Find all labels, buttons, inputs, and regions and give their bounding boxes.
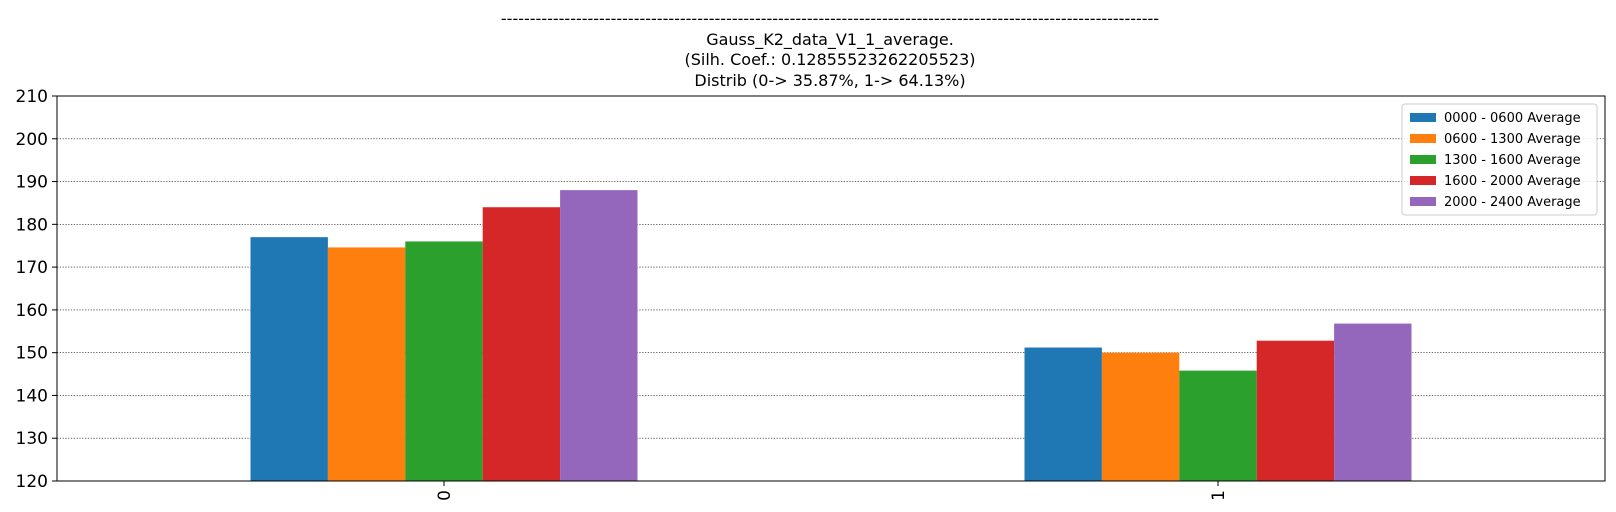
bar-cat0-series2 — [405, 241, 483, 481]
title-line-3: Distrib (0-> 35.87%, 1-> 64.13%) — [694, 71, 965, 90]
y-tick-label: 150 — [16, 344, 48, 364]
y-tick-label: 190 — [16, 173, 48, 193]
title-line-0: ----------------------------------------… — [501, 9, 1159, 28]
y-tick-label: 130 — [16, 429, 48, 449]
legend-swatch — [1410, 155, 1436, 164]
legend-label: 0000 - 0600 Average — [1444, 111, 1581, 126]
legend: 0000 - 0600 Average 0600 - 1300 Average 13… — [1401, 103, 1598, 216]
legend-swatch — [1410, 134, 1436, 143]
y-tick-label: 170 — [16, 258, 48, 278]
y-tick-label: 210 — [16, 87, 48, 107]
legend-label: 2000 - 2400 Average — [1444, 195, 1581, 210]
y-tick-label: 160 — [16, 301, 48, 321]
bar-cat1-series1 — [1101, 352, 1180, 481]
legend-label: 0600 - 1300 Average — [1444, 132, 1581, 147]
axes — [56, 95, 1606, 482]
chart-title: ----------------------------------------… — [501, 9, 1159, 90]
bar-cat0-series4 — [560, 190, 638, 481]
legend-swatch — [1410, 197, 1436, 206]
bar-cat1-series3 — [1256, 340, 1335, 481]
bar-cat1-series0 — [1024, 347, 1102, 481]
title-line-1: Gauss_K2_data_V1_1_average. — [706, 30, 954, 50]
y-ticks: 120 130 140 150 160 170 180 190 200 210 — [16, 87, 57, 492]
x-tick-label: 0 — [435, 490, 455, 501]
legend-label: 1300 - 1600 Average — [1444, 153, 1581, 168]
bar-cat0-series0 — [250, 237, 328, 481]
legend-swatch — [1410, 113, 1436, 122]
plot-frame — [56, 95, 1606, 482]
y-tick-label: 200 — [16, 130, 48, 150]
legend-label: 1600 - 2000 Average — [1444, 174, 1581, 189]
bar-cat1-series2 — [1179, 370, 1257, 481]
bar-cat0-series3 — [482, 207, 561, 481]
bars — [250, 190, 1412, 481]
y-tick-label: 120 — [16, 472, 48, 492]
legend-box — [1401, 103, 1598, 216]
title-line-2: (Silh. Coef.: 0.12855523262205523) — [685, 50, 976, 69]
bar-cat1-series4 — [1334, 323, 1412, 481]
x-tick-label: 1 — [1209, 490, 1229, 501]
y-tick-label: 140 — [16, 386, 48, 406]
bar-cat0-series1 — [327, 247, 406, 481]
y-tick-label: 180 — [16, 215, 48, 235]
legend-swatch — [1410, 176, 1436, 185]
